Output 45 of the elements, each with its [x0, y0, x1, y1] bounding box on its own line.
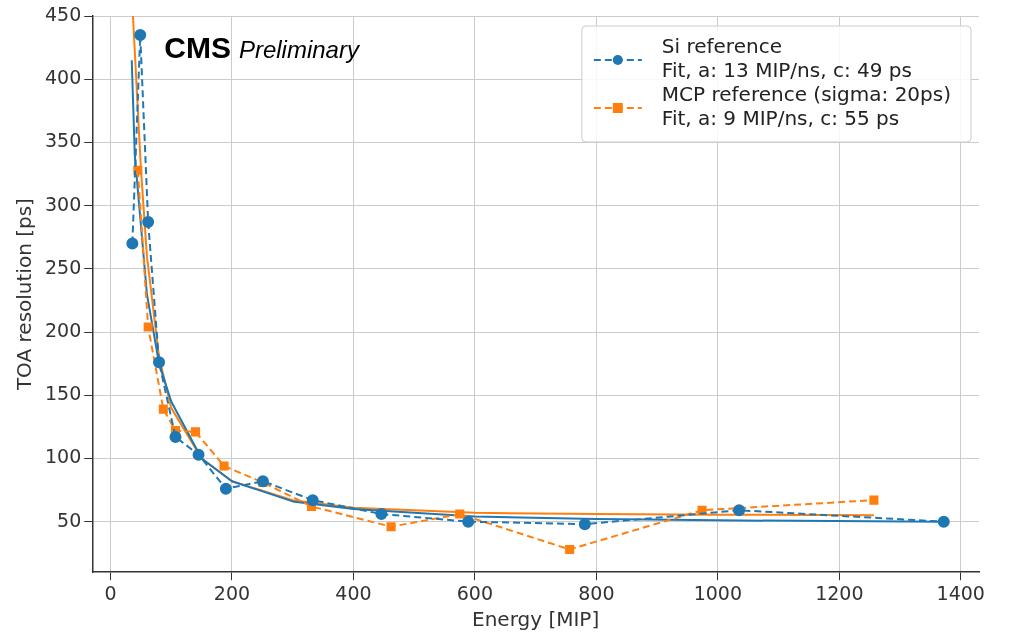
x-tick-label: 200 [213, 581, 251, 604]
point [126, 237, 139, 250]
point [578, 518, 591, 531]
x-tick-label: 0 [104, 581, 117, 604]
point [143, 322, 153, 332]
point [134, 28, 147, 41]
y-axis-title: TOA resolution [ps] [12, 198, 37, 392]
y-tick-label: 450 [45, 2, 82, 25]
point [306, 494, 319, 507]
y-tick-label: 400 [45, 66, 82, 89]
point [169, 430, 182, 443]
point [733, 504, 746, 517]
point [219, 461, 229, 471]
point [386, 522, 396, 532]
x-tick-label: 1200 [815, 581, 864, 604]
point [375, 508, 388, 521]
x-tick-label: 1000 [693, 581, 743, 604]
y-tick-label: 250 [45, 255, 82, 278]
y-tick-label: 50 [57, 508, 82, 531]
point [565, 544, 575, 554]
point [133, 165, 143, 175]
legend-label: MCP reference (sigma: 20ps) Fit, a: 9 MIP/ns, c: 55 ps [661, 82, 951, 131]
y-tick-label: 300 [45, 192, 82, 215]
y-tick-label: 200 [45, 318, 82, 341]
x-tick-label: 400 [335, 581, 372, 604]
point [219, 482, 232, 495]
annotation: Preliminary [238, 36, 361, 63]
y-tick-label: 100 [45, 445, 82, 468]
y-tick-label: 150 [45, 382, 82, 405]
annotation: CMS [164, 31, 231, 64]
y-tick-label: 350 [45, 129, 82, 152]
point [192, 448, 205, 461]
point [142, 216, 155, 229]
point [869, 495, 879, 505]
point [455, 509, 465, 519]
legend-label: Si reference Fit, a: 13 MIP/ns, c: 49 ps [661, 34, 912, 83]
point [190, 427, 201, 437]
point [158, 404, 168, 414]
x-axis-title: Energy [MIP] [472, 607, 600, 632]
x-tick-label: 600 [456, 581, 494, 604]
point [462, 515, 475, 528]
point [937, 515, 950, 528]
x-tick-label: 800 [578, 581, 615, 604]
x-tick-label: 1400 [936, 581, 985, 604]
point [153, 356, 166, 369]
